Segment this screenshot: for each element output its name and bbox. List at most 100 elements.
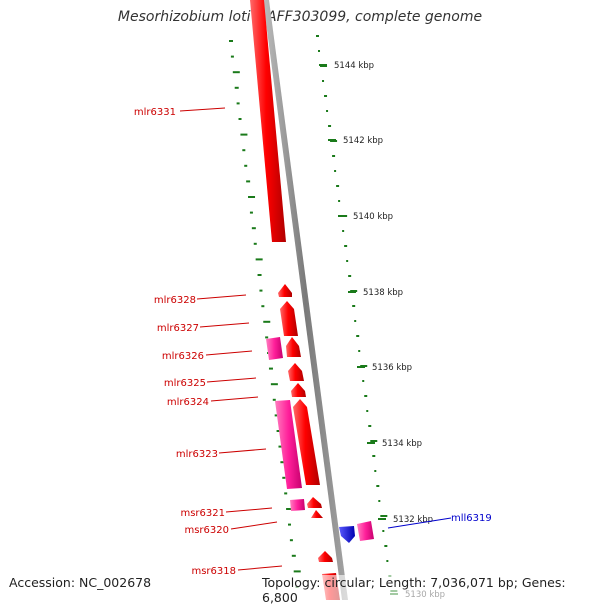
gc-mark	[232, 71, 240, 74]
gc-mark	[372, 455, 376, 457]
gc-mark	[332, 155, 336, 157]
gene-msr6321-pseudo[interactable]	[290, 499, 305, 511]
gc-mark	[238, 118, 242, 120]
gene-label[interactable]: mlr6324	[167, 397, 209, 408]
gene-mll6319-arrow[interactable]	[339, 526, 355, 543]
gc-mark	[376, 485, 380, 487]
gc-mark	[270, 383, 278, 386]
gc-mark	[246, 180, 251, 183]
gc-mark	[248, 196, 256, 198]
gc-mark	[265, 336, 269, 339]
scale-tick-mark	[338, 215, 346, 217]
gene-label[interactable]: mlr6327	[157, 323, 199, 334]
scale-tick-mark	[348, 291, 356, 293]
gc-mark	[229, 40, 233, 42]
gene-labels: mlr6331 mlr6328 mlr6327 mlr6326 mlr6325 …	[134, 107, 492, 577]
scale-tick-label: 5136 kbp	[372, 363, 412, 373]
gc-mark	[354, 320, 357, 322]
gc-mark	[276, 430, 280, 432]
gc-mark	[240, 133, 248, 136]
gc-mark	[324, 95, 328, 97]
gene-label[interactable]: mlr6325	[164, 378, 206, 389]
gene-mlr6328-arrow[interactable]	[278, 284, 292, 297]
genome-summary-text: Topology: circular; Length: 7,036,071 bp…	[262, 575, 600, 605]
gc-mark	[230, 55, 234, 58]
gc-mark	[356, 335, 360, 337]
gc-mark	[336, 185, 340, 187]
gc-mark	[380, 515, 388, 517]
gene-mlr6323-pseudo[interactable]	[275, 400, 302, 489]
gc-mark	[344, 245, 348, 247]
gene-label[interactable]: msr6321	[180, 508, 225, 519]
gc-mark	[316, 35, 319, 37]
gc-mark	[242, 149, 246, 152]
gc-mark	[368, 425, 372, 427]
gc-mark	[362, 380, 365, 382]
gc-mark	[259, 289, 263, 292]
gc-mark	[287, 523, 291, 526]
gc-mark	[384, 545, 388, 547]
gc-mark	[289, 539, 293, 542]
scale-tick-mark	[378, 518, 386, 520]
gc-mark	[274, 414, 279, 417]
scale-tick-mark	[367, 442, 375, 444]
gc-mark	[338, 200, 341, 202]
gc-mark	[358, 350, 361, 352]
gc-mark	[234, 86, 239, 89]
gc-mark	[293, 570, 301, 573]
scale-tick-label: 5142 kbp	[343, 136, 383, 146]
gc-mark	[346, 260, 349, 262]
gene-features	[250, 0, 374, 600]
gc-mark	[334, 170, 337, 172]
gene-msr6321-arrow[interactable]	[307, 497, 322, 508]
gc-mark	[374, 470, 377, 472]
accession-text: Accession: NC_002678	[9, 575, 152, 590]
gc-mark	[268, 367, 273, 370]
scale-tick-mark	[328, 139, 336, 141]
gc-mark	[272, 398, 276, 401]
gc-mark	[378, 500, 381, 502]
gc-mark	[236, 102, 240, 105]
gc-mark	[364, 395, 368, 397]
gc-mark	[291, 554, 296, 557]
gene-mlr6326-arrow[interactable]	[286, 337, 301, 357]
gene-mlr6323-arrow[interactable]	[293, 399, 320, 485]
gene-msr6320-arrow[interactable]	[311, 510, 323, 518]
gene-mlr6324-arrow[interactable]	[291, 383, 306, 397]
gc-mark	[322, 80, 325, 82]
scale-tick-mark	[357, 366, 365, 368]
gc-mark	[386, 560, 389, 562]
gc-mark	[326, 110, 329, 112]
gc-mark	[352, 305, 356, 307]
gene-mlr6331-bar[interactable]	[250, 0, 286, 242]
gc-mark	[261, 305, 265, 308]
gc-mark	[284, 492, 288, 495]
gc-mark	[282, 476, 286, 479]
gene-label[interactable]: mll6319	[451, 513, 492, 524]
gc-mark	[249, 211, 253, 214]
gc-mark	[328, 125, 332, 127]
gc-mark	[251, 227, 256, 230]
gc-mark	[342, 230, 345, 232]
gene-label[interactable]: mlr6326	[162, 351, 204, 362]
gene-label[interactable]: msr6320	[184, 525, 229, 536]
gene-msr6318-arrow[interactable]	[318, 551, 333, 562]
gc-mark	[255, 258, 263, 261]
gc-mark	[244, 164, 248, 167]
gene-mll6319-pseudo[interactable]	[357, 521, 374, 541]
gc-mark	[348, 275, 352, 277]
gene-label[interactable]: msr6318	[191, 566, 236, 577]
scale-tick-label: 5132 kbp	[393, 515, 433, 525]
gc-mark	[370, 440, 378, 442]
gene-mlr6326-pseudo[interactable]	[266, 337, 283, 360]
gene-mlr6325-arrow[interactable]	[288, 363, 304, 381]
scale-tick-label: 5138 kbp	[363, 288, 403, 298]
gene-label[interactable]: mlr6331	[134, 107, 176, 118]
gc-mark	[253, 242, 257, 245]
gc-mark	[382, 530, 385, 532]
gene-label[interactable]: mlr6328	[154, 295, 196, 306]
gc-mark	[318, 50, 321, 52]
gene-mlr6327-arrow[interactable]	[280, 301, 298, 336]
gene-label[interactable]: mlr6323	[176, 449, 218, 460]
